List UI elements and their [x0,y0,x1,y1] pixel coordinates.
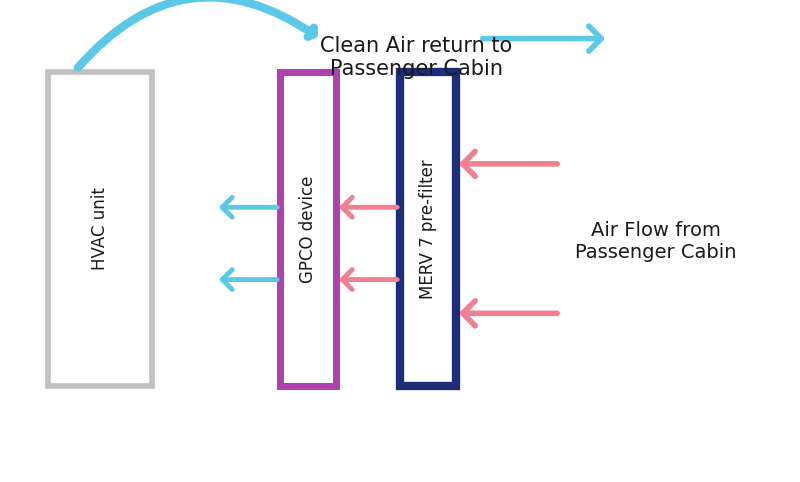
FancyBboxPatch shape [400,72,456,386]
Text: GPCO device: GPCO device [299,175,317,282]
FancyArrowPatch shape [78,0,314,68]
Text: MERV 7 pre-filter: MERV 7 pre-filter [419,159,437,299]
Text: Air Flow from
Passenger Cabin: Air Flow from Passenger Cabin [575,220,737,262]
Text: Clean Air return to
Passenger Cabin: Clean Air return to Passenger Cabin [320,36,512,80]
FancyBboxPatch shape [280,72,336,386]
FancyBboxPatch shape [48,72,152,386]
Text: HVAC unit: HVAC unit [91,187,109,270]
